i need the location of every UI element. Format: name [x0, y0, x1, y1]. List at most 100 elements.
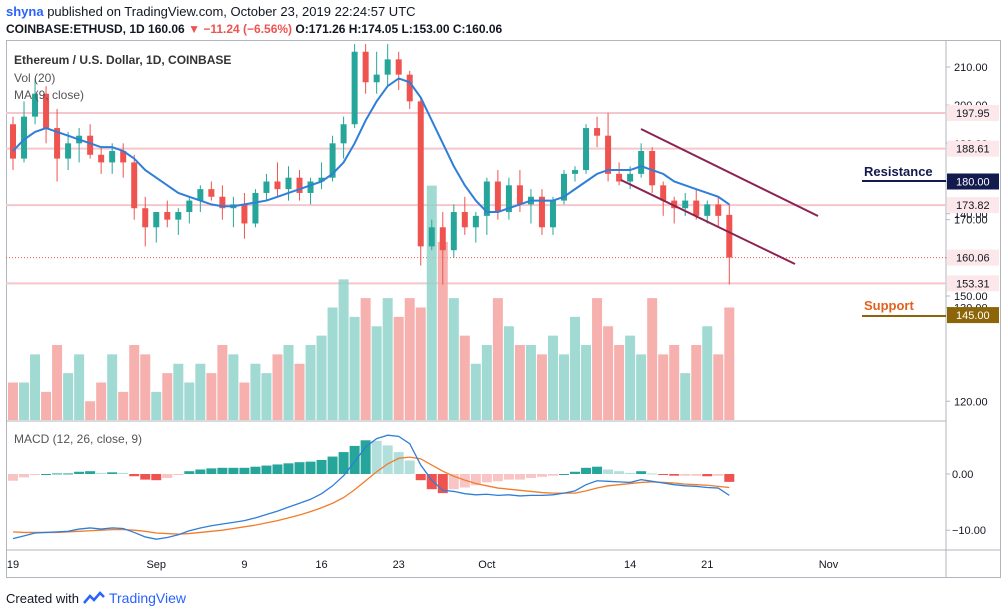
time-tick-label: 23 — [393, 559, 405, 571]
candle-body — [439, 227, 446, 251]
candle — [263, 173, 270, 201]
candle — [406, 70, 413, 109]
volume-bar — [283, 345, 294, 420]
username-link[interactable]: shyna — [6, 4, 44, 19]
candle-body — [340, 124, 347, 144]
macd-histogram-bar — [41, 474, 52, 475]
time-tick-label: Sep — [146, 559, 166, 571]
macd-histogram-bar — [393, 452, 404, 474]
price-label-bg — [947, 307, 999, 324]
candle-body — [208, 189, 215, 197]
volume-bar — [393, 316, 404, 420]
candle — [120, 143, 127, 178]
candle-body — [241, 204, 248, 224]
volume-bar — [349, 316, 360, 420]
ohlc-values: O:171.26 H:174.05 L:153.00 C:160.06 — [295, 22, 503, 36]
macd-histogram-bar — [349, 445, 360, 474]
macd-histogram-bar — [294, 462, 305, 474]
candle — [65, 131, 72, 171]
candle — [538, 189, 545, 235]
channel-lower-line — [620, 179, 796, 265]
candle-body — [461, 212, 468, 228]
candle — [131, 154, 138, 220]
candle — [186, 196, 193, 224]
candle-body — [494, 181, 501, 213]
volume-bar — [514, 345, 525, 420]
volume-bar — [30, 354, 41, 420]
symbol-header: COINBASE:ETHUSD, 1D 160.06 ▼ −11.24 (−6.… — [6, 22, 502, 36]
candle — [153, 212, 160, 243]
price-label-text: 145.00 — [956, 310, 990, 322]
macd-histogram-bar — [283, 463, 294, 474]
candle-body — [516, 185, 523, 205]
candle-body — [153, 212, 160, 228]
candle-body — [693, 200, 700, 216]
chart-title: Ethereum / U.S. Dollar, 1D, COINBASE — [14, 53, 232, 67]
volume-bar — [151, 391, 162, 420]
candle — [439, 212, 446, 285]
candle — [32, 78, 39, 125]
macd-histogram-bar — [338, 452, 349, 474]
volume-bar — [382, 298, 393, 420]
candle — [384, 44, 391, 87]
time-tick-label: Oct — [478, 559, 495, 571]
macd-histogram-bar — [702, 474, 713, 477]
macd-histogram-bar — [625, 472, 636, 474]
price-label: 188.61 — [947, 140, 999, 157]
candle — [549, 196, 556, 235]
volume-bar — [426, 185, 437, 420]
candle-body — [197, 189, 204, 201]
candle-body — [329, 143, 336, 178]
candle — [43, 86, 50, 144]
volume-bar — [118, 391, 129, 420]
candle — [715, 196, 722, 228]
macd-histogram-bar — [228, 467, 239, 474]
candle-body — [274, 181, 281, 190]
candle-body — [505, 185, 512, 213]
macd-histogram-bar — [19, 474, 30, 478]
price-label-text: 160.06 — [956, 253, 990, 265]
macd-histogram-bar — [74, 471, 85, 474]
macd-histogram-bar — [559, 474, 569, 475]
volume-bar — [636, 354, 647, 420]
candle — [671, 196, 678, 224]
price-tick-label: 170.00 — [954, 215, 988, 227]
volume-bar — [492, 298, 503, 420]
macd-histogram-bar — [118, 472, 129, 474]
volume-bar — [570, 316, 581, 420]
candle — [175, 208, 182, 235]
macd-histogram-bar — [713, 474, 724, 476]
price-label-bg — [947, 104, 999, 121]
volume-bar — [85, 401, 96, 420]
time-tick-label: 9 — [241, 559, 247, 571]
volume-bar — [96, 382, 107, 420]
candle-body — [638, 150, 645, 174]
candle-body — [373, 74, 380, 83]
macd-histogram-bar — [724, 474, 735, 482]
macd-histogram-bar — [658, 474, 669, 475]
candle — [638, 143, 645, 178]
macd-histogram-bar — [614, 471, 625, 474]
candle — [660, 181, 667, 216]
candle — [76, 128, 83, 163]
volume-bar — [239, 382, 250, 420]
channel-upper-line — [640, 128, 819, 217]
macd-histogram-bar — [437, 474, 448, 494]
candle — [87, 124, 94, 159]
volume-bar — [669, 345, 680, 420]
candle-body — [384, 59, 391, 75]
chart-frame — [6, 40, 1001, 578]
price-label-bg — [947, 173, 999, 190]
created-with-text: Created with — [6, 590, 79, 606]
time-tick-label: 21 — [701, 559, 713, 571]
volume-bar — [206, 373, 217, 420]
volume-bar — [680, 373, 691, 420]
candle-body — [428, 227, 435, 247]
macd-histogram-bar — [206, 468, 217, 474]
macd-histogram-bar — [570, 471, 581, 474]
candle — [318, 162, 325, 190]
volume-legend: Vol (20) — [14, 71, 56, 85]
candle-body — [682, 200, 689, 209]
tradingview-brand[interactable]: TradingView — [108, 590, 187, 606]
